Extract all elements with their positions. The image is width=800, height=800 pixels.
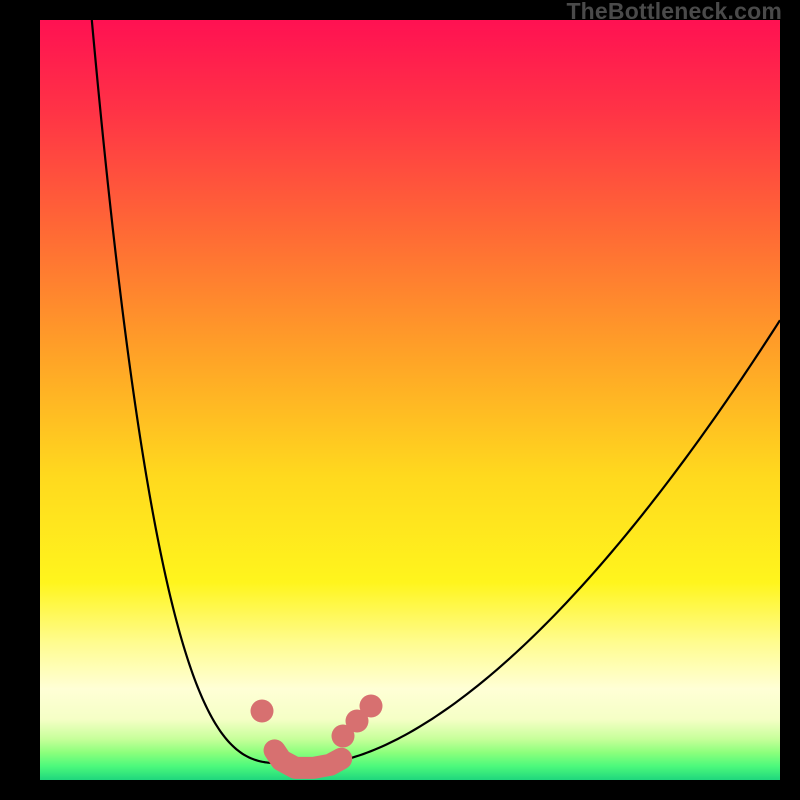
data-marker [359, 694, 382, 717]
plot-area [40, 20, 780, 780]
left-curve [92, 20, 284, 763]
right-curve [321, 320, 780, 763]
bottom-arc [275, 750, 342, 767]
bottleneck-chart: TheBottleneck.com [0, 0, 800, 800]
curves-layer [40, 20, 780, 780]
data-marker [251, 699, 274, 722]
watermark-text: TheBottleneck.com [566, 0, 782, 25]
